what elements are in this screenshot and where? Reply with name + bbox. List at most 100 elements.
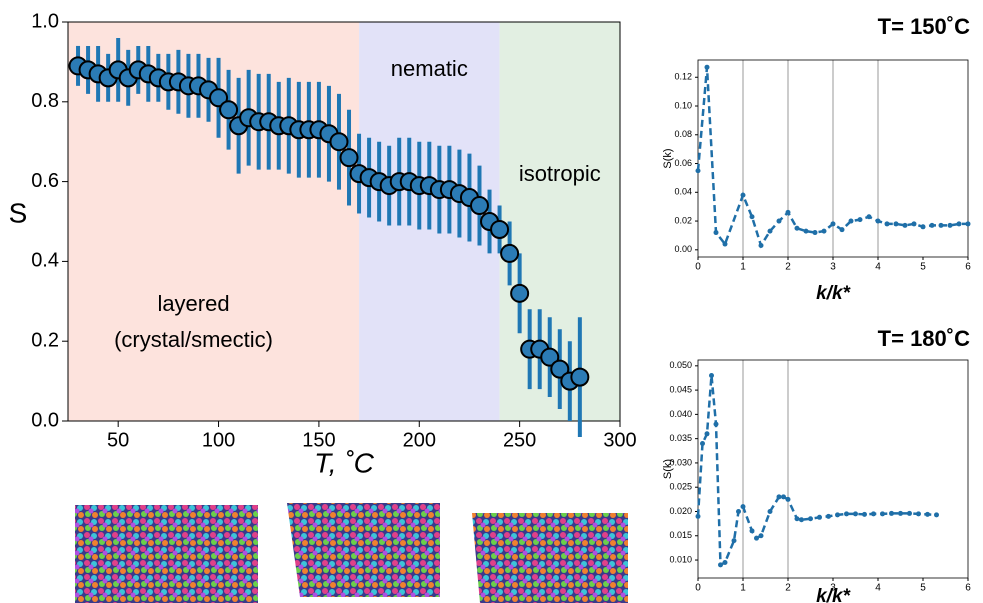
x-axis-label: k/k* [816, 283, 851, 304]
data-point [570, 367, 590, 387]
data-point [550, 359, 570, 379]
x-tick-label: 1 [740, 583, 746, 594]
data-point [209, 88, 229, 108]
data-point [704, 431, 710, 437]
region-label: isotropic [519, 161, 601, 186]
data-point [965, 221, 971, 227]
y-axis-label: S(k) [662, 148, 674, 168]
data-point [781, 494, 786, 500]
data-point [902, 222, 908, 228]
snapshot-nematic [287, 503, 440, 597]
chart-title: T= 180˚C [878, 326, 970, 351]
data-point [700, 441, 705, 447]
data-point [540, 347, 560, 367]
x-tick-label: 3 [830, 262, 836, 273]
data-point [749, 214, 755, 220]
x-tick-label: 300 [603, 429, 636, 451]
y-tick-label: 0.035 [669, 433, 692, 443]
x-tick-label: 3 [830, 583, 836, 594]
data-point [853, 511, 858, 517]
data-point [749, 528, 755, 534]
x-tick-label: 100 [202, 429, 235, 451]
data-point [839, 227, 845, 233]
x-axis-label: T, ˚C [314, 447, 374, 478]
data-point [722, 559, 728, 565]
x-tick-label: 2 [785, 583, 791, 594]
x-tick-label: 250 [503, 429, 536, 451]
data-point [862, 511, 867, 517]
data-point [889, 510, 894, 516]
y-tick-label: 0.025 [669, 482, 692, 492]
x-tick-label: 1 [740, 262, 746, 273]
x-tick-label: 150 [302, 429, 335, 451]
plot-frame [697, 359, 969, 579]
y-tick-label: 0.08 [674, 129, 692, 139]
data-point [695, 513, 701, 519]
data-point [704, 64, 710, 70]
data-point [785, 496, 791, 502]
y-tick-label: 0.050 [669, 360, 692, 370]
y-tick-label: 0.020 [669, 506, 692, 516]
snapshot-isotropic [472, 513, 628, 603]
x-tick-label: 4 [875, 583, 881, 594]
data-point [848, 218, 854, 224]
data-point [785, 209, 791, 215]
y-tick-label: 0.040 [669, 409, 692, 419]
y-tick-label: 0.8 [31, 90, 59, 112]
data-point [808, 516, 813, 522]
x-tick-label: 200 [403, 429, 436, 451]
y-tick-label: 0.00 [674, 244, 692, 254]
data-line [696, 375, 937, 567]
data-point [758, 533, 764, 539]
data-point [857, 217, 863, 223]
data-point [866, 214, 872, 220]
data-point [510, 283, 530, 303]
region-label: (crystal/smectic) [114, 327, 273, 352]
y-tick-label: 0.06 [674, 158, 692, 168]
data-point [911, 221, 917, 227]
data-point [776, 494, 782, 500]
data-point [758, 242, 764, 248]
data-point [718, 562, 723, 568]
data-point [884, 221, 890, 227]
data-point [925, 511, 930, 517]
plot-frame [67, 21, 621, 422]
snapshot-layered [75, 505, 258, 603]
y-tick-label: 0.2 [31, 329, 59, 351]
data-point [812, 230, 818, 236]
chart-title: T= 150˚C [878, 14, 970, 39]
data-point [920, 224, 926, 230]
y-axis-label: S [9, 197, 28, 228]
data-point [794, 225, 800, 231]
data-point [500, 243, 520, 263]
y-tick-label: 0.045 [669, 384, 692, 394]
x-axis-label: k/k* [816, 586, 851, 603]
y-tick-label: 0.10 [674, 100, 692, 110]
data-point [947, 222, 953, 228]
data-point [929, 222, 935, 228]
data-point [844, 511, 849, 517]
data-point [938, 222, 944, 228]
data-point [871, 511, 876, 517]
data-point [907, 510, 912, 516]
data-point [830, 221, 836, 227]
data-point [469, 196, 489, 216]
data-point [339, 148, 359, 168]
y-tick-label: 0.02 [674, 215, 692, 225]
data-point [695, 168, 701, 174]
y-tick-label: 0.010 [669, 554, 692, 564]
data-point [754, 535, 759, 541]
y-tick-label: 1.0 [31, 10, 59, 32]
region-label: nematic [391, 56, 468, 81]
data-point [794, 516, 800, 522]
data-point [736, 508, 741, 514]
x-tick-label: 6 [965, 262, 971, 273]
data-point [893, 221, 899, 227]
y-tick-label: 0.0 [31, 409, 59, 431]
x-tick-label: 5 [920, 262, 926, 273]
data-point [821, 228, 827, 234]
data-point [713, 230, 719, 236]
y-axis-label: S(k) [662, 459, 674, 479]
region-label: layered [157, 291, 229, 316]
